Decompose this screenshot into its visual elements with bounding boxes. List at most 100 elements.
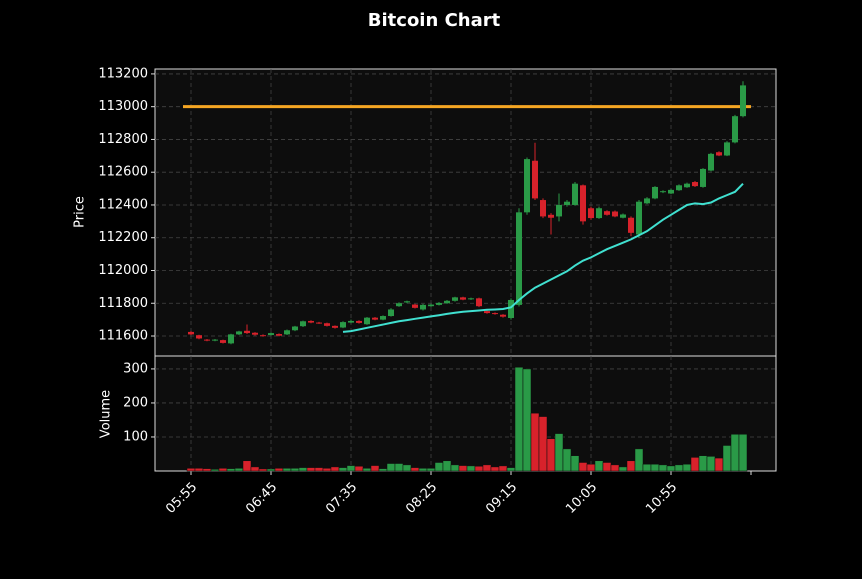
candle-body: [540, 200, 546, 217]
candle-body: [444, 300, 450, 304]
candle-body: [452, 297, 458, 301]
y-tick-label: 200: [123, 395, 148, 410]
candle-body: [588, 208, 594, 219]
volume-bar: [338, 467, 348, 472]
candle-body: [356, 320, 362, 323]
candle-body: [316, 322, 322, 324]
volume-bar: [250, 466, 260, 472]
volume-bar: [362, 468, 372, 472]
candle-body: [652, 186, 658, 199]
volume-bar: [386, 463, 396, 472]
volume-bar: [730, 434, 740, 472]
volume-bar: [306, 467, 316, 472]
y-tick-label: 112600: [98, 165, 148, 180]
candle-body: [332, 325, 338, 328]
volume-bar: [722, 445, 732, 472]
candle-body: [500, 314, 506, 317]
candle-body: [196, 335, 202, 339]
candle-body: [220, 340, 226, 343]
volume-bar: [674, 464, 684, 472]
y-tick-label: 300: [123, 361, 148, 376]
candle-body: [724, 142, 730, 156]
candle-body: [292, 326, 298, 331]
candle-body: [284, 330, 290, 335]
volume-bar: [210, 469, 220, 472]
volume-bar: [450, 464, 460, 472]
volume-bar: [434, 462, 444, 472]
volume-bar: [266, 468, 276, 472]
volume-bar: [458, 465, 468, 472]
candle-body: [604, 211, 610, 215]
candle-body: [372, 317, 378, 320]
y-tick-label: 111800: [98, 296, 148, 311]
volume-bar: [522, 368, 532, 472]
volume-bar: [274, 468, 284, 472]
volume-bar: [610, 464, 620, 472]
volume-bar: [298, 467, 308, 472]
moving-average-line: [342, 182, 744, 333]
volume-bar: [370, 465, 380, 472]
volume-bar: [194, 468, 204, 472]
volume-bar: [442, 460, 452, 472]
volume-bar: [234, 468, 244, 472]
volume-bar: [218, 468, 228, 472]
candle-body: [252, 332, 258, 335]
volume-bar: [226, 468, 236, 472]
volume-bar: [594, 460, 604, 472]
y-tick-label: 112200: [98, 230, 148, 245]
candle-body: [204, 339, 210, 341]
candle-body: [700, 168, 706, 187]
candle-body: [428, 304, 434, 307]
volume-bar: [490, 466, 500, 472]
candle-body: [492, 313, 498, 315]
candle-body: [188, 331, 194, 335]
candle-body: [380, 316, 386, 320]
candle-body: [476, 298, 482, 307]
y-tick-label: 111600: [98, 329, 148, 344]
candle-body: [460, 297, 466, 300]
volume-bar: [242, 460, 252, 472]
volume-bar: [258, 468, 268, 472]
volume-bar: [378, 468, 388, 472]
volume-bar: [466, 465, 476, 472]
candle-body: [484, 311, 490, 314]
volume-bar: [402, 464, 412, 472]
chart-title: Bitcoin Chart: [368, 10, 501, 31]
price-panel: [154, 68, 777, 357]
candle-body: [308, 320, 314, 323]
volume-bar: [554, 433, 564, 472]
volume-bar: [602, 462, 612, 472]
volume-bar: [346, 465, 356, 472]
candle-body: [572, 183, 578, 205]
candle-body: [228, 334, 234, 344]
candle-body: [628, 217, 634, 233]
candle-body: [412, 304, 418, 308]
candle-body: [708, 153, 714, 171]
volume-bar: [506, 467, 516, 472]
candle-body: [580, 185, 586, 222]
candle-body: [692, 182, 698, 187]
candle-body: [436, 302, 442, 305]
volume-bar: [538, 416, 548, 472]
volume-bar: [322, 468, 332, 472]
candle-body: [364, 317, 370, 325]
candle-body: [268, 333, 274, 336]
volume-bar: [586, 463, 596, 472]
volume-bar: [418, 468, 428, 472]
volume-bar: [650, 463, 660, 472]
volume-bar: [354, 465, 364, 472]
volume-bar: [570, 455, 580, 472]
candle-body: [556, 204, 562, 217]
volume-bar: [578, 462, 588, 472]
candle-body: [340, 322, 346, 328]
y-tick-label: 100: [123, 429, 148, 444]
candle-body: [668, 189, 674, 194]
candle-body: [740, 85, 746, 117]
volume-bar: [618, 466, 628, 472]
volume-bar: [658, 464, 668, 472]
candle-body: [260, 335, 266, 337]
candle-body: [676, 185, 682, 191]
volume-bar: [330, 466, 340, 472]
candle-body: [516, 212, 522, 305]
